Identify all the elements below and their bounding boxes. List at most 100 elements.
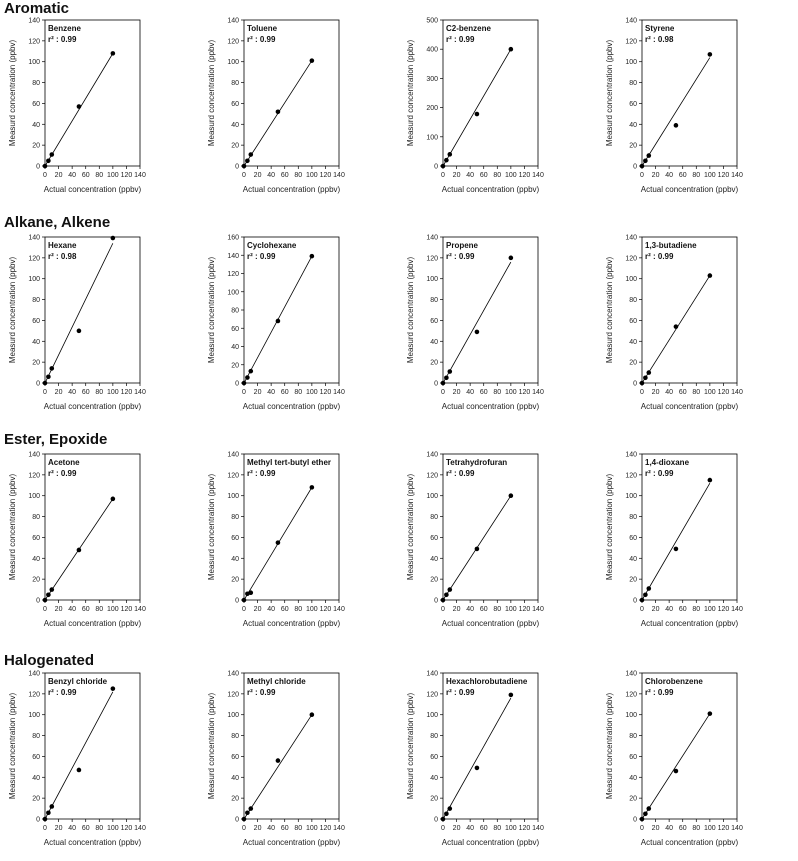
x-tick-label: 100 — [107, 389, 119, 396]
y-tick-label: 60 — [629, 754, 637, 761]
y-tick-label: 120 — [625, 255, 637, 262]
chart-title: Benzene — [48, 24, 81, 33]
chart-title: Propene — [446, 241, 479, 250]
plot-frame — [442, 453, 539, 601]
y-axis-label: Measurd concentration (ppbv) — [406, 40, 415, 147]
data-point — [646, 806, 652, 811]
x-tick-label: 140 — [134, 389, 146, 396]
x-axis-label: Actual concentration (ppbv) — [243, 402, 341, 411]
y-tick-label: 40 — [231, 344, 239, 351]
data-point — [49, 587, 55, 592]
y-tick-label: 120 — [28, 472, 40, 479]
y-tick-label: 140 — [227, 671, 239, 678]
x-tick-label: 60 — [480, 606, 488, 613]
x-tick-label: 60 — [82, 389, 90, 396]
x-tick-label: 80 — [493, 606, 501, 613]
data-point — [245, 810, 250, 816]
x-tick-label: 80 — [294, 606, 302, 613]
y-tick-label: 40 — [32, 122, 40, 129]
y-tick-label: 0 — [434, 598, 438, 605]
y-tick-label: 100 — [28, 59, 40, 66]
y-axis-label: Measurd concentration (ppbv) — [406, 474, 415, 581]
y-tick-label: 40 — [32, 339, 40, 346]
x-tick-label: 20 — [55, 172, 63, 179]
y-tick-label: 140 — [625, 671, 637, 678]
x-tick-label: 60 — [82, 606, 90, 613]
x-tick-label: 140 — [532, 825, 544, 832]
x-tick-label: 60 — [679, 606, 687, 613]
data-point — [447, 587, 453, 592]
fit-line — [641, 713, 711, 820]
data-point — [639, 597, 645, 603]
chart-title: Cyclohexane — [247, 241, 297, 250]
x-tick-label: 140 — [333, 389, 345, 396]
data-point — [639, 816, 645, 822]
y-tick-label: 80 — [430, 733, 438, 740]
x-axis-label: Actual concentration (ppbv) — [44, 619, 142, 628]
data-point — [110, 235, 116, 241]
chart-title: Methyl tert-butyl ether — [247, 458, 331, 467]
data-point — [639, 163, 645, 169]
chart-title: Acetone — [48, 458, 80, 467]
x-tick-label: 40 — [267, 606, 275, 613]
y-tick-label: 0 — [235, 817, 239, 824]
x-tick-label: 140 — [532, 389, 544, 396]
plot-frame — [442, 19, 539, 167]
x-tick-label: 40 — [466, 172, 474, 179]
plot-frame — [641, 672, 738, 820]
data-point — [508, 692, 514, 698]
y-tick-label: 40 — [430, 339, 438, 346]
x-tick-label: 20 — [254, 172, 262, 179]
data-point — [474, 546, 480, 552]
x-tick-label: 60 — [281, 825, 289, 832]
data-point — [646, 586, 652, 591]
x-tick-label: 20 — [55, 825, 63, 832]
plot-frame — [641, 453, 738, 601]
fit-line — [44, 691, 114, 820]
x-tick-label: 40 — [665, 172, 673, 179]
x-tick-label: 140 — [532, 172, 544, 179]
y-tick-label: 80 — [430, 514, 438, 521]
y-tick-label: 100 — [625, 276, 637, 283]
x-tick-label: 100 — [704, 389, 716, 396]
data-point — [440, 380, 446, 386]
x-tick-label: 140 — [134, 825, 146, 832]
x-axis-label: Actual concentration (ppbv) — [442, 185, 540, 194]
data-point — [275, 318, 281, 324]
y-tick-label: 100 — [28, 493, 40, 500]
x-tick-label: 140 — [333, 172, 345, 179]
data-point — [444, 157, 449, 163]
r-squared-annotation: r² : 0.99 — [247, 688, 276, 697]
chart-title: Toluene — [247, 24, 278, 33]
r-squared-annotation: r² : 0.99 — [247, 469, 276, 478]
x-tick-label: 120 — [519, 825, 531, 832]
x-tick-label: 20 — [652, 389, 660, 396]
y-tick-label: 20 — [32, 796, 40, 803]
data-point — [646, 153, 652, 158]
x-tick-label: 80 — [294, 825, 302, 832]
x-tick-label: 80 — [95, 606, 103, 613]
x-tick-label: 0 — [43, 825, 47, 832]
data-point — [76, 328, 82, 334]
x-tick-label: 80 — [493, 825, 501, 832]
plot-frame — [442, 672, 539, 820]
x-tick-label: 0 — [43, 172, 47, 179]
y-tick-label: 100 — [227, 493, 239, 500]
y-tick-label: 40 — [231, 556, 239, 563]
y-tick-label: 60 — [231, 326, 239, 333]
x-tick-label: 120 — [718, 825, 730, 832]
y-tick-label: 120 — [227, 271, 239, 278]
x-tick-label: 120 — [121, 389, 133, 396]
y-tick-label: 100 — [625, 59, 637, 66]
y-tick-label: 120 — [426, 472, 438, 479]
y-tick-label: 20 — [629, 143, 637, 150]
x-tick-label: 40 — [68, 825, 76, 832]
y-tick-label: 20 — [32, 577, 40, 584]
x-tick-label: 140 — [134, 606, 146, 613]
x-tick-label: 40 — [466, 606, 474, 613]
x-tick-label: 0 — [441, 825, 445, 832]
x-tick-label: 0 — [640, 606, 644, 613]
